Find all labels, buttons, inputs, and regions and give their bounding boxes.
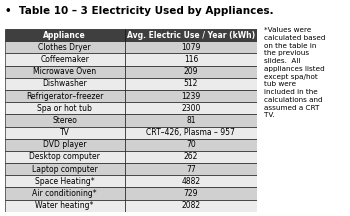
- Text: DVD player: DVD player: [43, 140, 86, 149]
- Bar: [5, 127, 125, 139]
- Text: Refrigerator–freezer: Refrigerator–freezer: [26, 92, 103, 101]
- Bar: [5, 41, 125, 54]
- Text: Water heating*: Water heating*: [35, 201, 94, 210]
- Text: Laptop computer: Laptop computer: [32, 165, 97, 174]
- Text: 209: 209: [184, 67, 198, 76]
- Bar: [5, 187, 125, 200]
- Bar: [125, 102, 257, 114]
- Bar: [125, 66, 257, 78]
- Text: 2082: 2082: [181, 201, 201, 210]
- Text: Desktop computer: Desktop computer: [29, 152, 100, 161]
- Bar: [5, 175, 125, 187]
- Text: 70: 70: [186, 140, 196, 149]
- Bar: [125, 29, 257, 41]
- Bar: [5, 29, 125, 41]
- Bar: [5, 151, 125, 163]
- Text: Coffeemaker: Coffeemaker: [40, 55, 89, 64]
- Bar: [125, 200, 257, 212]
- Text: 729: 729: [184, 189, 198, 198]
- Text: Appliance: Appliance: [43, 31, 86, 40]
- Bar: [125, 78, 257, 90]
- Bar: [125, 114, 257, 127]
- Bar: [5, 66, 125, 78]
- Bar: [125, 54, 257, 66]
- Text: 2300: 2300: [181, 104, 201, 113]
- Bar: [5, 139, 125, 151]
- Bar: [125, 151, 257, 163]
- Text: 4882: 4882: [181, 177, 201, 186]
- Text: Clothes Dryer: Clothes Dryer: [38, 43, 91, 52]
- Bar: [5, 114, 125, 127]
- Text: CRT–426, Plasma – 957: CRT–426, Plasma – 957: [147, 128, 235, 137]
- Bar: [125, 41, 257, 54]
- Bar: [5, 102, 125, 114]
- Text: 512: 512: [184, 79, 198, 88]
- Bar: [5, 200, 125, 212]
- Text: 1239: 1239: [181, 92, 201, 101]
- Text: Avg. Electric Use / Year (kWh): Avg. Electric Use / Year (kWh): [127, 31, 255, 40]
- Bar: [125, 163, 257, 175]
- Text: 262: 262: [184, 152, 198, 161]
- Bar: [5, 78, 125, 90]
- Text: Stereo: Stereo: [52, 116, 77, 125]
- Bar: [125, 139, 257, 151]
- Text: 81: 81: [186, 116, 196, 125]
- Text: 1079: 1079: [181, 43, 201, 52]
- Text: 77: 77: [186, 165, 196, 174]
- Bar: [125, 90, 257, 102]
- Bar: [5, 54, 125, 66]
- Bar: [5, 163, 125, 175]
- Bar: [125, 175, 257, 187]
- Text: Space Heating*: Space Heating*: [35, 177, 94, 186]
- Text: *Values were
calculated based
on the table in
the previous
slides.  All
applianc: *Values were calculated based on the tab…: [264, 27, 326, 118]
- Text: 116: 116: [184, 55, 198, 64]
- Text: Dishwasher: Dishwasher: [42, 79, 87, 88]
- Bar: [5, 90, 125, 102]
- Text: Air conditioning*: Air conditioning*: [32, 189, 97, 198]
- Text: •  Table 10 – 3 Electricity Used by Appliances.: • Table 10 – 3 Electricity Used by Appli…: [5, 6, 273, 16]
- Text: TV: TV: [60, 128, 70, 137]
- Bar: [125, 187, 257, 200]
- Bar: [125, 127, 257, 139]
- Text: Microwave Oven: Microwave Oven: [33, 67, 96, 76]
- Text: Spa or hot tub: Spa or hot tub: [37, 104, 92, 113]
